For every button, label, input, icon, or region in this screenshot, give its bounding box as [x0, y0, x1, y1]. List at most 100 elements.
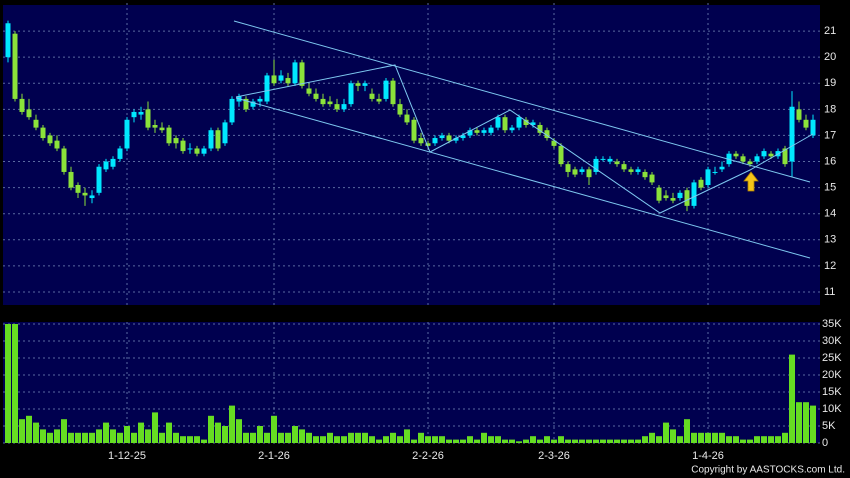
volume-bar — [383, 436, 389, 443]
volume-bar — [89, 432, 95, 443]
candle-body — [719, 166, 725, 170]
y-tick-label: 25K — [822, 352, 842, 364]
y-tick-label: 0 — [822, 437, 828, 449]
volume-bar — [516, 441, 522, 443]
volume-bar — [299, 429, 305, 443]
volume-bar — [68, 432, 74, 443]
volume-bar — [320, 436, 326, 443]
candle-body — [467, 130, 473, 136]
candle-body — [124, 119, 130, 149]
x-tick-label: 1-4-26 — [692, 450, 724, 462]
x-tick-label: 1-12-25 — [108, 450, 146, 462]
candle-body — [180, 140, 186, 152]
volume-bar — [593, 439, 599, 443]
candle-body — [649, 174, 655, 183]
volume-bar — [733, 436, 739, 443]
candle-body — [740, 156, 746, 162]
candle-body — [418, 138, 424, 144]
candle-body — [75, 185, 81, 193]
volume-bar — [572, 439, 578, 443]
candle-body — [628, 169, 634, 172]
volume-bar — [649, 432, 655, 443]
volume-bar — [544, 436, 550, 443]
x-tick-label: 2-2-26 — [412, 450, 444, 462]
candle-body — [453, 138, 459, 141]
volume-bar — [355, 432, 361, 443]
volume-bar — [159, 432, 165, 443]
volume-bar — [768, 436, 774, 443]
volume-bar — [628, 439, 634, 443]
volume-bar — [712, 432, 718, 443]
volume-bar — [40, 429, 46, 443]
candle-body — [362, 83, 368, 86]
volume-bar — [257, 426, 263, 443]
candle-body — [593, 158, 599, 172]
volume-bar — [656, 436, 662, 443]
candle-body — [698, 179, 704, 188]
volume-bar — [404, 429, 410, 443]
y-tick-label: 13 — [824, 234, 836, 246]
candle-body — [747, 161, 753, 165]
candle-body — [271, 75, 277, 84]
candle-body — [754, 156, 760, 162]
volume-bar — [110, 429, 116, 443]
volume-bar — [397, 436, 403, 443]
volume-bar — [208, 415, 214, 443]
candle-body — [166, 127, 172, 144]
volume-bar — [285, 432, 291, 443]
candle-body — [313, 93, 319, 99]
volume-bar — [684, 419, 690, 443]
volume-bar — [663, 422, 669, 443]
y-tick-label: 15K — [822, 386, 842, 398]
volume-bar — [565, 439, 571, 443]
marks — [5, 20, 816, 443]
volume-bar — [579, 439, 585, 443]
volume-bar — [313, 436, 319, 443]
x-tick-label: 2-1-26 — [258, 450, 290, 462]
candle-body — [40, 127, 46, 139]
volume-bar — [509, 439, 515, 443]
y-tick-label: 19 — [824, 77, 836, 89]
candle-body — [215, 130, 221, 149]
volume-bar — [131, 432, 137, 443]
volume-bar — [740, 439, 746, 443]
candle-body — [320, 98, 326, 105]
price-panel — [3, 5, 820, 305]
volume-bar — [775, 436, 781, 443]
candle-body — [117, 148, 123, 159]
candle-body — [600, 158, 606, 160]
candle-body — [586, 169, 592, 178]
y-tick-label: 12 — [824, 260, 836, 272]
candle-body — [551, 140, 557, 146]
volume-bar — [278, 432, 284, 443]
volume-bar — [166, 422, 172, 443]
copyright: Copyright by AASTOCKS.com Ltd. — [691, 465, 845, 476]
volume-bar — [236, 419, 242, 443]
volume-bar — [481, 432, 487, 443]
candle-body — [558, 145, 564, 165]
volume-panel — [3, 322, 820, 443]
volume-bar — [705, 432, 711, 443]
candle-body — [397, 104, 403, 115]
candle-body — [509, 127, 515, 131]
candle-body — [152, 125, 158, 128]
volume-bar — [229, 405, 235, 443]
volume-bar — [439, 436, 445, 443]
volume-bar — [376, 439, 382, 443]
candle-body — [544, 130, 550, 139]
candle-body — [796, 109, 802, 120]
volume-bar — [33, 422, 39, 443]
volume-bar — [796, 402, 802, 443]
candle-body — [243, 98, 249, 110]
candle-body — [677, 192, 683, 199]
trend-line — [235, 97, 811, 259]
trend-line — [233, 20, 811, 183]
y-tick-label: 18 — [824, 103, 836, 115]
y-tick-label: 5K — [822, 420, 836, 432]
volume-bar — [271, 415, 277, 443]
candle-body — [656, 187, 662, 201]
volume-bar — [243, 432, 249, 443]
volume-bar — [327, 432, 333, 443]
volume-bar — [362, 432, 368, 443]
candle-body — [691, 182, 697, 206]
